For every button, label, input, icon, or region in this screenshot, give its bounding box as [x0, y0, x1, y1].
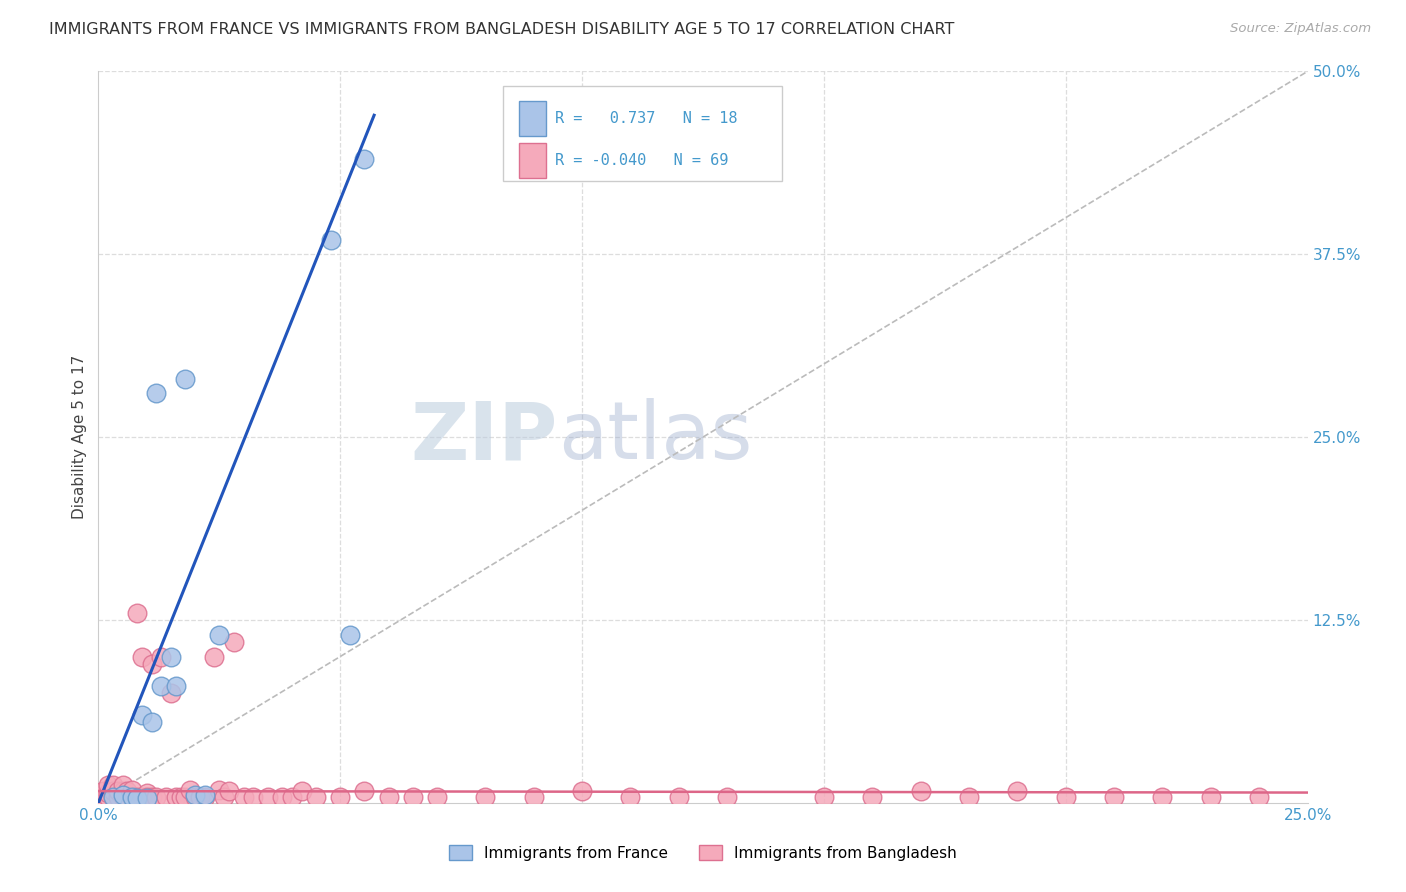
Point	[339, 627, 361, 641]
Point	[91, 784, 114, 798]
Point	[111, 789, 134, 804]
Point	[169, 789, 191, 804]
Point	[813, 789, 835, 804]
Point	[91, 789, 114, 804]
Y-axis label: Disability Age 5 to 17: Disability Age 5 to 17	[72, 355, 87, 519]
Point	[184, 789, 207, 804]
Point	[121, 782, 143, 797]
Point	[1199, 789, 1222, 804]
Point	[212, 789, 235, 804]
Text: Source: ZipAtlas.com: Source: ZipAtlas.com	[1230, 22, 1371, 36]
Point	[523, 789, 546, 804]
Point	[121, 789, 143, 804]
FancyBboxPatch shape	[519, 143, 546, 178]
Point	[97, 786, 120, 800]
Point	[204, 649, 226, 664]
Point	[353, 152, 375, 166]
Point	[184, 789, 207, 803]
Point	[668, 789, 690, 804]
Point	[165, 679, 187, 693]
Point	[131, 708, 153, 723]
Point	[101, 789, 124, 804]
Point	[860, 789, 883, 804]
Point	[1152, 789, 1174, 804]
Point	[117, 784, 139, 798]
Point	[121, 789, 143, 804]
Point	[117, 789, 139, 804]
Point	[111, 789, 134, 803]
Point	[135, 791, 157, 805]
Point	[150, 679, 173, 693]
Point	[305, 789, 328, 804]
Text: R = -0.040   N = 69: R = -0.040 N = 69	[555, 153, 728, 168]
Point	[101, 789, 124, 804]
Point	[179, 782, 201, 797]
Point	[1249, 789, 1271, 804]
Point	[319, 233, 342, 247]
Point	[165, 789, 187, 804]
Point	[402, 789, 425, 804]
Point	[222, 635, 245, 649]
Point	[1102, 789, 1125, 804]
Text: IMMIGRANTS FROM FRANCE VS IMMIGRANTS FROM BANGLADESH DISABILITY AGE 5 TO 17 CORR: IMMIGRANTS FROM FRANCE VS IMMIGRANTS FRO…	[49, 22, 955, 37]
Point	[107, 784, 129, 798]
Point	[329, 789, 352, 804]
Point	[194, 789, 217, 804]
Point	[571, 784, 593, 798]
Legend: Immigrants from France, Immigrants from Bangladesh: Immigrants from France, Immigrants from …	[441, 837, 965, 868]
Text: atlas: atlas	[558, 398, 752, 476]
Point	[377, 789, 399, 804]
Point	[426, 789, 449, 804]
Point	[135, 789, 157, 804]
FancyBboxPatch shape	[503, 86, 782, 181]
Point	[97, 789, 120, 804]
Point	[1054, 789, 1077, 804]
Point	[101, 778, 124, 792]
Point	[716, 789, 738, 804]
Point	[281, 789, 304, 804]
Text: R =   0.737   N = 18: R = 0.737 N = 18	[555, 112, 738, 127]
Point	[290, 784, 312, 798]
Point	[232, 789, 254, 804]
Point	[101, 784, 124, 798]
Point	[131, 789, 153, 804]
Point	[957, 789, 980, 804]
Point	[127, 606, 149, 620]
Point	[910, 784, 932, 798]
Point	[145, 789, 167, 804]
Point	[127, 791, 149, 805]
Point	[111, 784, 134, 798]
Point	[271, 789, 294, 804]
Point	[242, 789, 264, 804]
Point	[174, 789, 197, 804]
Point	[619, 789, 641, 804]
Point	[208, 782, 231, 797]
Point	[145, 386, 167, 401]
Point	[1007, 784, 1029, 798]
Point	[150, 649, 173, 664]
Point	[188, 789, 211, 804]
Point	[160, 686, 183, 700]
Point	[353, 784, 375, 798]
Point	[135, 786, 157, 800]
Point	[111, 778, 134, 792]
Point	[155, 789, 177, 804]
Point	[218, 784, 240, 798]
Point	[131, 649, 153, 664]
Point	[141, 657, 163, 671]
Point	[107, 789, 129, 804]
Point	[97, 778, 120, 792]
FancyBboxPatch shape	[519, 102, 546, 136]
Point	[127, 789, 149, 804]
Text: ZIP: ZIP	[411, 398, 558, 476]
Point	[256, 789, 278, 804]
Point	[141, 715, 163, 730]
Point	[141, 789, 163, 804]
Point	[174, 371, 197, 385]
Point	[194, 789, 217, 803]
Point	[208, 627, 231, 641]
Point	[474, 789, 496, 804]
Point	[160, 649, 183, 664]
